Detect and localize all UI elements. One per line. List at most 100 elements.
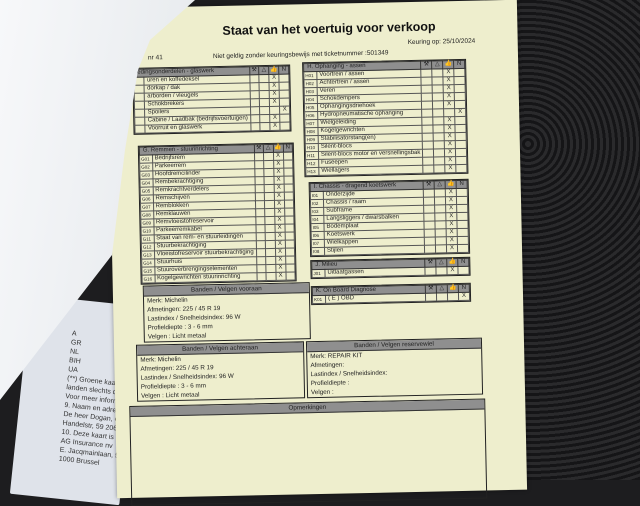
section-j: J. Milieu ⚒ △ 👍 N J01 Uitlaatgassen X bbox=[310, 256, 471, 280]
check-cell bbox=[254, 168, 265, 177]
check-cell bbox=[254, 184, 265, 193]
check-cell bbox=[254, 192, 265, 201]
check-cell bbox=[256, 264, 267, 273]
check-cell bbox=[424, 237, 436, 246]
row-code bbox=[134, 117, 146, 126]
check-cell bbox=[423, 213, 435, 222]
row-code: G07 bbox=[140, 202, 154, 212]
check-cell bbox=[433, 148, 445, 158]
check-cell bbox=[260, 122, 271, 131]
row-code: H01 bbox=[303, 71, 317, 80]
row-code bbox=[134, 125, 146, 134]
check-cell bbox=[264, 192, 274, 201]
wrench-icon: ⚒ bbox=[424, 259, 436, 268]
row-code: H09 bbox=[305, 135, 319, 144]
check-cell bbox=[435, 228, 447, 238]
row-code: I08 bbox=[311, 247, 325, 256]
check-cell bbox=[423, 189, 435, 198]
check-cell: X bbox=[458, 292, 470, 301]
check-cell: X bbox=[444, 148, 456, 157]
check-cell bbox=[255, 232, 266, 241]
check-cell: X bbox=[446, 244, 458, 253]
check-cell bbox=[259, 74, 270, 83]
check-cell bbox=[434, 188, 446, 198]
check-cell bbox=[283, 183, 294, 193]
row-label: ( E ) OBD bbox=[325, 293, 426, 304]
check-cell bbox=[259, 106, 270, 115]
vehicle-condition-report: Staat van het voertuig voor verkoop nr 4… bbox=[106, 0, 528, 506]
check-cell bbox=[265, 240, 275, 249]
check-cell bbox=[456, 212, 468, 221]
check-cell bbox=[454, 100, 466, 109]
wrench-icon: ⚒ bbox=[420, 61, 433, 70]
check-cell bbox=[279, 74, 289, 83]
check-cell bbox=[425, 293, 437, 302]
check-cell: X bbox=[269, 90, 280, 99]
row-code: G15 bbox=[141, 266, 155, 276]
check-cell: X bbox=[446, 236, 458, 245]
inspection-date: Keuring op: 25/10/2024 bbox=[407, 37, 476, 47]
row-code: G06 bbox=[140, 194, 154, 204]
check-cell bbox=[455, 132, 467, 141]
check-cell bbox=[422, 125, 434, 134]
check-cell bbox=[432, 108, 444, 118]
check-cell bbox=[423, 221, 436, 230]
check-cell bbox=[432, 100, 444, 110]
tyres-front: Banden / Velgen vooraan Merk: Michelin A… bbox=[142, 282, 311, 343]
check-cell bbox=[259, 98, 270, 107]
check-cell bbox=[285, 255, 295, 265]
check-cell: X bbox=[274, 232, 286, 241]
check-cell: X bbox=[269, 98, 280, 107]
warning-icon: △ bbox=[436, 284, 448, 294]
check-cell bbox=[279, 82, 290, 91]
check-cell bbox=[423, 165, 435, 174]
check-cell: X bbox=[454, 108, 466, 117]
n-column-label: N bbox=[453, 60, 465, 69]
row-label: Voorruit en glaswerk bbox=[145, 122, 251, 134]
check-cell bbox=[265, 232, 275, 241]
check-cell bbox=[285, 263, 295, 273]
wrench-icon: ⚒ bbox=[423, 181, 435, 190]
check-cell: X bbox=[275, 272, 286, 281]
check-cell bbox=[436, 292, 448, 302]
check-cell bbox=[249, 82, 260, 91]
check-cell bbox=[250, 114, 261, 123]
check-cell bbox=[284, 215, 294, 225]
warning-icon: △ bbox=[435, 258, 447, 268]
remarks-title: Opmerkingen bbox=[130, 399, 485, 417]
check-cell bbox=[264, 184, 274, 193]
check-cell bbox=[263, 168, 274, 177]
check-cell: X bbox=[444, 140, 456, 149]
check-cell bbox=[255, 208, 265, 217]
check-cell bbox=[455, 156, 467, 165]
row-code: G13 bbox=[141, 250, 155, 260]
check-cell: X bbox=[269, 82, 280, 91]
check-cell bbox=[259, 90, 270, 99]
check-cell bbox=[283, 175, 294, 185]
row-label: Uitlaatgassen bbox=[324, 267, 426, 278]
check-cell: X bbox=[272, 152, 284, 161]
check-cell bbox=[455, 148, 467, 157]
row-code: G14 bbox=[141, 258, 155, 268]
check-cell bbox=[254, 152, 264, 161]
check-cell bbox=[456, 188, 468, 197]
check-cell: X bbox=[446, 266, 459, 275]
row-code bbox=[134, 93, 145, 102]
row-code: G16 bbox=[142, 274, 155, 284]
check-cell: X bbox=[445, 188, 457, 197]
check-cell: X bbox=[274, 240, 286, 249]
row-code: G09 bbox=[140, 218, 154, 228]
check-cell bbox=[434, 204, 446, 214]
check-cell: X bbox=[273, 168, 284, 177]
check-cell bbox=[266, 272, 276, 281]
check-cell bbox=[454, 92, 466, 101]
check-cell: X bbox=[446, 228, 458, 237]
remarks-box: Opmerkingen bbox=[129, 398, 488, 506]
row-code bbox=[134, 101, 146, 110]
row-code: J01 bbox=[311, 269, 326, 278]
check-cell bbox=[433, 156, 445, 166]
check-cell bbox=[285, 247, 295, 257]
check-cell bbox=[255, 224, 266, 233]
n-column-label: N bbox=[457, 258, 469, 267]
check-cell bbox=[260, 114, 270, 123]
